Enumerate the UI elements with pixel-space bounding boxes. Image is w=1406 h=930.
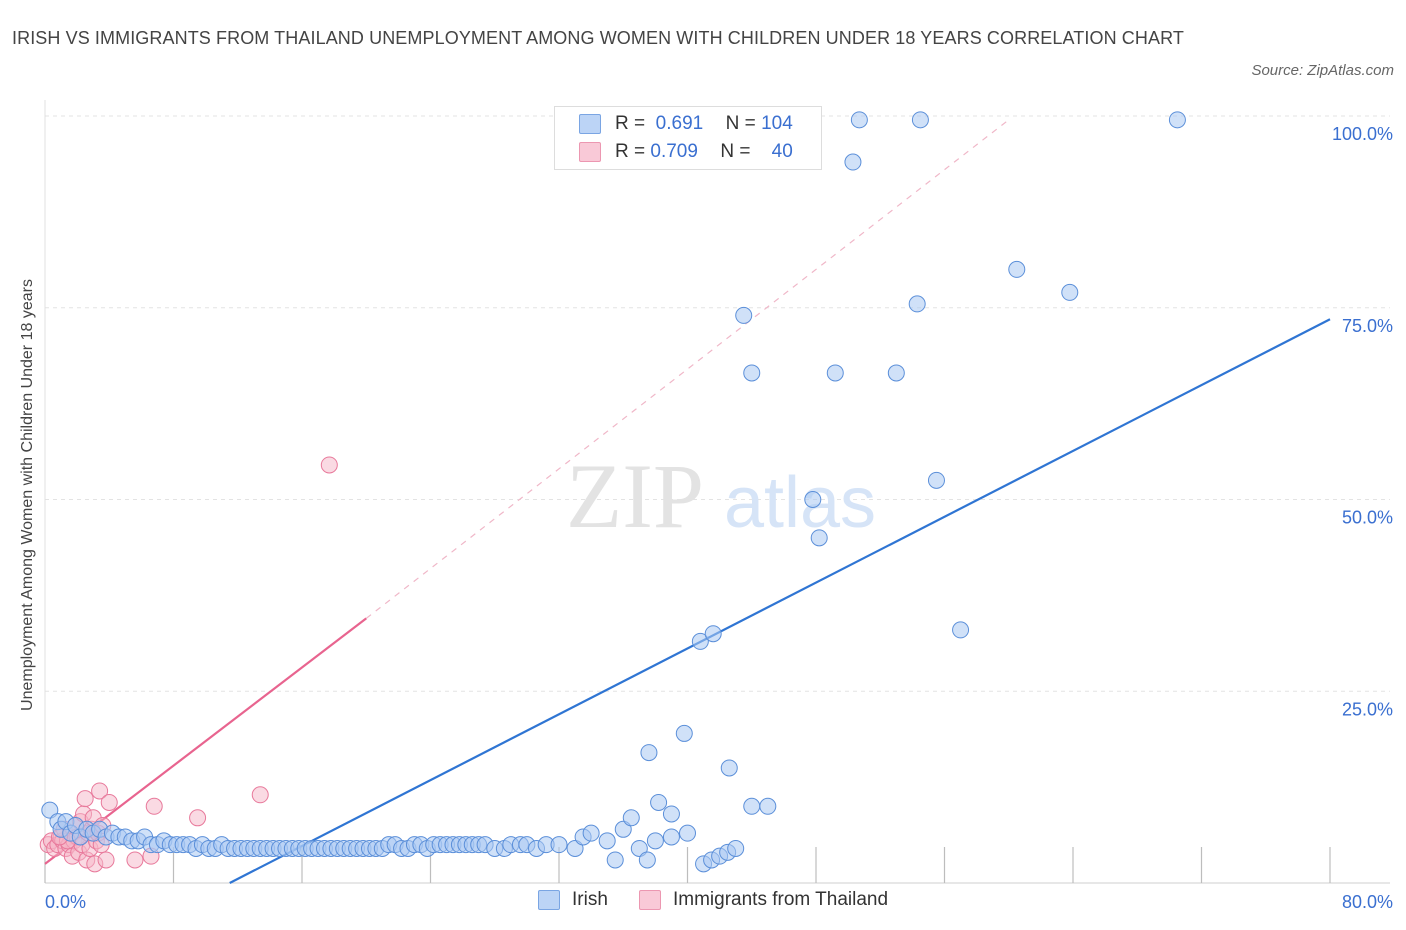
thailand-point	[126, 851, 144, 869]
legend-label-thailand: Immigrants from Thailand	[673, 889, 889, 910]
r-label: R =	[615, 113, 646, 134]
legend-item-thailand[interactable]: Immigrants from Thailand	[639, 889, 888, 911]
irish-point	[662, 828, 680, 846]
n-value-irish: 104	[761, 113, 793, 134]
irish-point	[1168, 111, 1186, 129]
irish-point	[679, 824, 696, 842]
irish-point	[911, 111, 929, 129]
x-tick-label: 0.0%	[45, 892, 86, 912]
series-thailand-points	[39, 456, 338, 873]
irish-point	[675, 724, 693, 742]
thailand-swatch	[579, 142, 601, 162]
irish-point	[727, 839, 745, 857]
thailand-point	[145, 797, 163, 815]
y-axis-label: Unemployment Among Women with Children U…	[19, 279, 36, 711]
irish-point	[844, 153, 862, 171]
irish-point	[720, 759, 738, 777]
grid-lines	[45, 115, 1390, 692]
y-tick-label: 50.0%	[1342, 508, 1393, 528]
watermark-atlas: atlas	[724, 463, 876, 543]
stats-row-irish: R = 0.691 N = 104	[579, 111, 793, 137]
irish-point	[582, 824, 600, 842]
r-value-irish: 0.691	[655, 113, 704, 134]
irish-point	[41, 801, 59, 819]
thailand-legend-swatch	[639, 890, 661, 910]
irish-point	[826, 364, 844, 382]
n-label: N =	[720, 141, 751, 162]
irish-trendline	[229, 318, 1331, 884]
thailand-point	[76, 790, 94, 808]
irish-point	[810, 529, 828, 547]
irish-point	[640, 744, 658, 762]
irish-point	[704, 625, 722, 643]
irish-point	[804, 491, 822, 508]
series-legend: Irish Immigrants from Thailand	[0, 889, 1406, 915]
thailand-point	[320, 456, 338, 474]
irish-point	[735, 306, 753, 324]
irish-swatch	[579, 114, 601, 134]
axes	[44, 100, 1390, 884]
legend-item-irish[interactable]: Irish	[538, 889, 608, 911]
r-label: R =	[615, 141, 646, 162]
stats-legend: R = 0.691 N = 104 R = 0.709 N = 40	[554, 106, 822, 170]
irish-point	[550, 836, 568, 854]
y-tick-label: 25.0%	[1342, 699, 1393, 719]
irish-point	[952, 621, 970, 639]
x-tick-label: 80.0%	[1342, 892, 1393, 912]
irish-point	[614, 820, 632, 838]
thailand-point	[97, 851, 115, 869]
thailand-trendline-extended	[365, 119, 1010, 619]
r-value-thailand: 0.709	[650, 141, 698, 162]
y-tick-label: 100.0%	[1332, 124, 1393, 144]
thailand-point	[189, 809, 207, 827]
y-tick-label: 75.0%	[1342, 316, 1393, 336]
irish-point	[759, 797, 777, 815]
series-irish-points	[41, 111, 1186, 873]
irish-point	[598, 832, 616, 850]
stats-row-thailand: R = 0.709 N = 40	[579, 139, 793, 165]
irish-point	[850, 111, 868, 129]
irish-point	[638, 851, 656, 869]
watermark-zip: ZIP	[566, 445, 704, 547]
irish-point	[1061, 283, 1079, 301]
irish-point	[662, 805, 680, 823]
n-label: N =	[725, 113, 756, 134]
irish-point	[691, 632, 709, 650]
irish-point	[630, 839, 648, 857]
source-note: Source: ZipAtlas.com	[1251, 62, 1394, 79]
irish-point	[566, 839, 584, 857]
legend-label-irish: Irish	[572, 889, 608, 910]
chart-title: IRISH VS IMMIGRANTS FROM THAILAND UNEMPL…	[12, 28, 1184, 48]
irish-legend-swatch	[538, 890, 560, 910]
irish-point	[908, 295, 926, 313]
n-value-thailand: 40	[771, 141, 793, 162]
irish-point	[927, 471, 945, 489]
thailand-point	[91, 782, 109, 800]
irish-point	[887, 364, 905, 382]
irish-point	[743, 797, 761, 815]
irish-point	[650, 793, 668, 811]
irish-point	[606, 851, 624, 869]
irish-point	[646, 832, 664, 850]
irish-point	[622, 809, 640, 827]
irish-point	[743, 364, 761, 382]
thailand-point	[251, 786, 269, 804]
thailand-point	[100, 793, 118, 811]
tick-labels: 25.0% 50.0% 75.0% 100.0% 0.0% 80.0%	[45, 124, 1393, 912]
irish-point	[1008, 260, 1026, 278]
watermark: ZIP atlas	[566, 445, 876, 547]
